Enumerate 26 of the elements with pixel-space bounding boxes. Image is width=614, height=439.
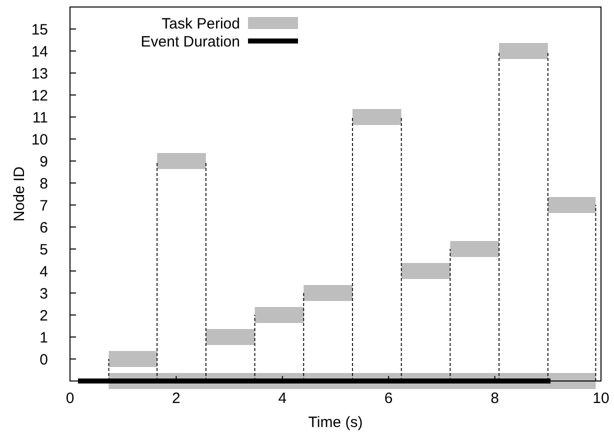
y-tick-label: 7	[40, 197, 48, 214]
y-tick-label: 12	[31, 87, 48, 104]
y-tick-label: 14	[31, 43, 48, 60]
y-tick-label: 6	[40, 219, 48, 236]
y-tick-label: 10	[31, 131, 48, 148]
x-tick-label: 0	[66, 390, 74, 407]
x-tick-label: 10	[592, 390, 610, 407]
y-tick-label: 1	[40, 329, 48, 346]
x-tick-label: 4	[278, 390, 287, 407]
legend-label: Task Period	[162, 15, 240, 32]
x-tick-label: 6	[384, 390, 393, 407]
y-tick-label: 15	[31, 21, 48, 38]
y-tick-label: 9	[40, 153, 48, 170]
y-tick-label: 2	[40, 307, 48, 324]
y-tick-label: 3	[40, 285, 48, 302]
y-tick-label: 0	[40, 351, 48, 368]
y-tick-label: 13	[31, 65, 48, 82]
y-axis-title: Node ID	[11, 166, 28, 222]
legend-label: Event Duration	[140, 33, 240, 50]
x-tick-label: 8	[490, 390, 499, 407]
x-axis-title: Time (s)	[308, 414, 363, 431]
x-tick-label: 2	[172, 390, 180, 407]
y-tick-label: 5	[40, 241, 48, 258]
y-tick-label: 4	[40, 263, 48, 280]
y-tick-label: 11	[32, 109, 48, 126]
y-tick-label: 8	[40, 175, 48, 192]
